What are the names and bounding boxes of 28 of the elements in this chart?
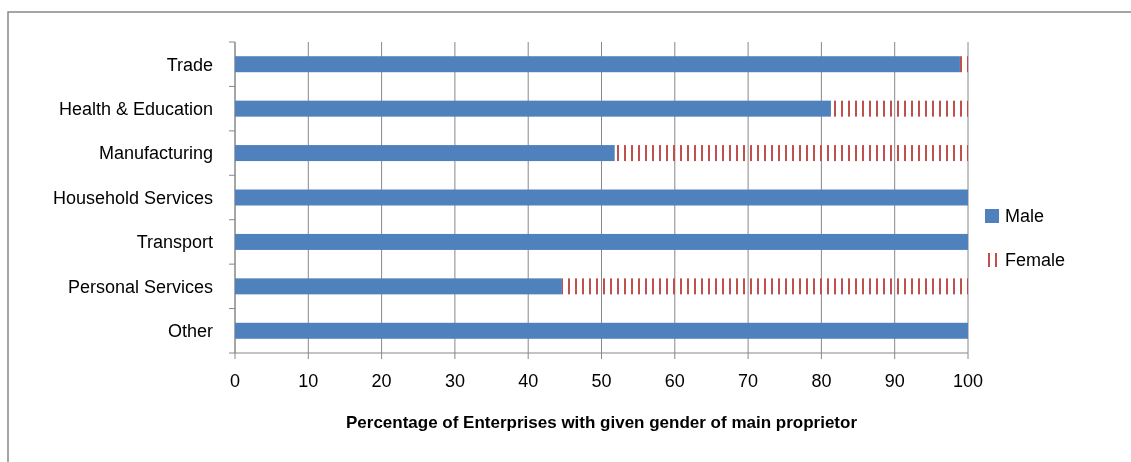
y-tick-label: Personal Services <box>67 276 213 297</box>
bar <box>235 278 562 295</box>
x-tick-label: 90 <box>884 371 905 391</box>
x-tick-label: 30 <box>444 371 465 391</box>
y-tick-label: Transport <box>136 232 213 253</box>
bar <box>235 100 831 117</box>
bar <box>235 322 968 339</box>
bar <box>235 233 968 250</box>
y-tick-label: Other <box>167 321 213 342</box>
y-tick-label: Health & Education <box>58 98 213 119</box>
y-tick-label: Household Services <box>52 187 213 208</box>
bar <box>235 189 968 206</box>
y-tick-label: Trade <box>166 54 213 75</box>
bar <box>235 56 960 73</box>
x-tick-label: 70 <box>738 371 759 391</box>
x-axis-title: Percentage of Enterprises with given gender of main proprietor <box>345 413 858 432</box>
x-tick-label: 100 <box>952 371 984 391</box>
legend-label: Female <box>1005 250 1066 271</box>
x-tick-label: 40 <box>518 371 539 391</box>
x-tick-label: 10 <box>298 371 319 391</box>
legend-label: Male <box>1005 206 1045 227</box>
x-tick-label: 20 <box>371 371 392 391</box>
bar <box>235 145 615 162</box>
x-tick-label: 80 <box>811 371 832 391</box>
x-tick-label: 50 <box>591 371 612 391</box>
x-tick-label: 60 <box>664 371 685 391</box>
x-tick-label: 0 <box>229 371 241 391</box>
y-tick-label: Manufacturing <box>98 143 213 164</box>
